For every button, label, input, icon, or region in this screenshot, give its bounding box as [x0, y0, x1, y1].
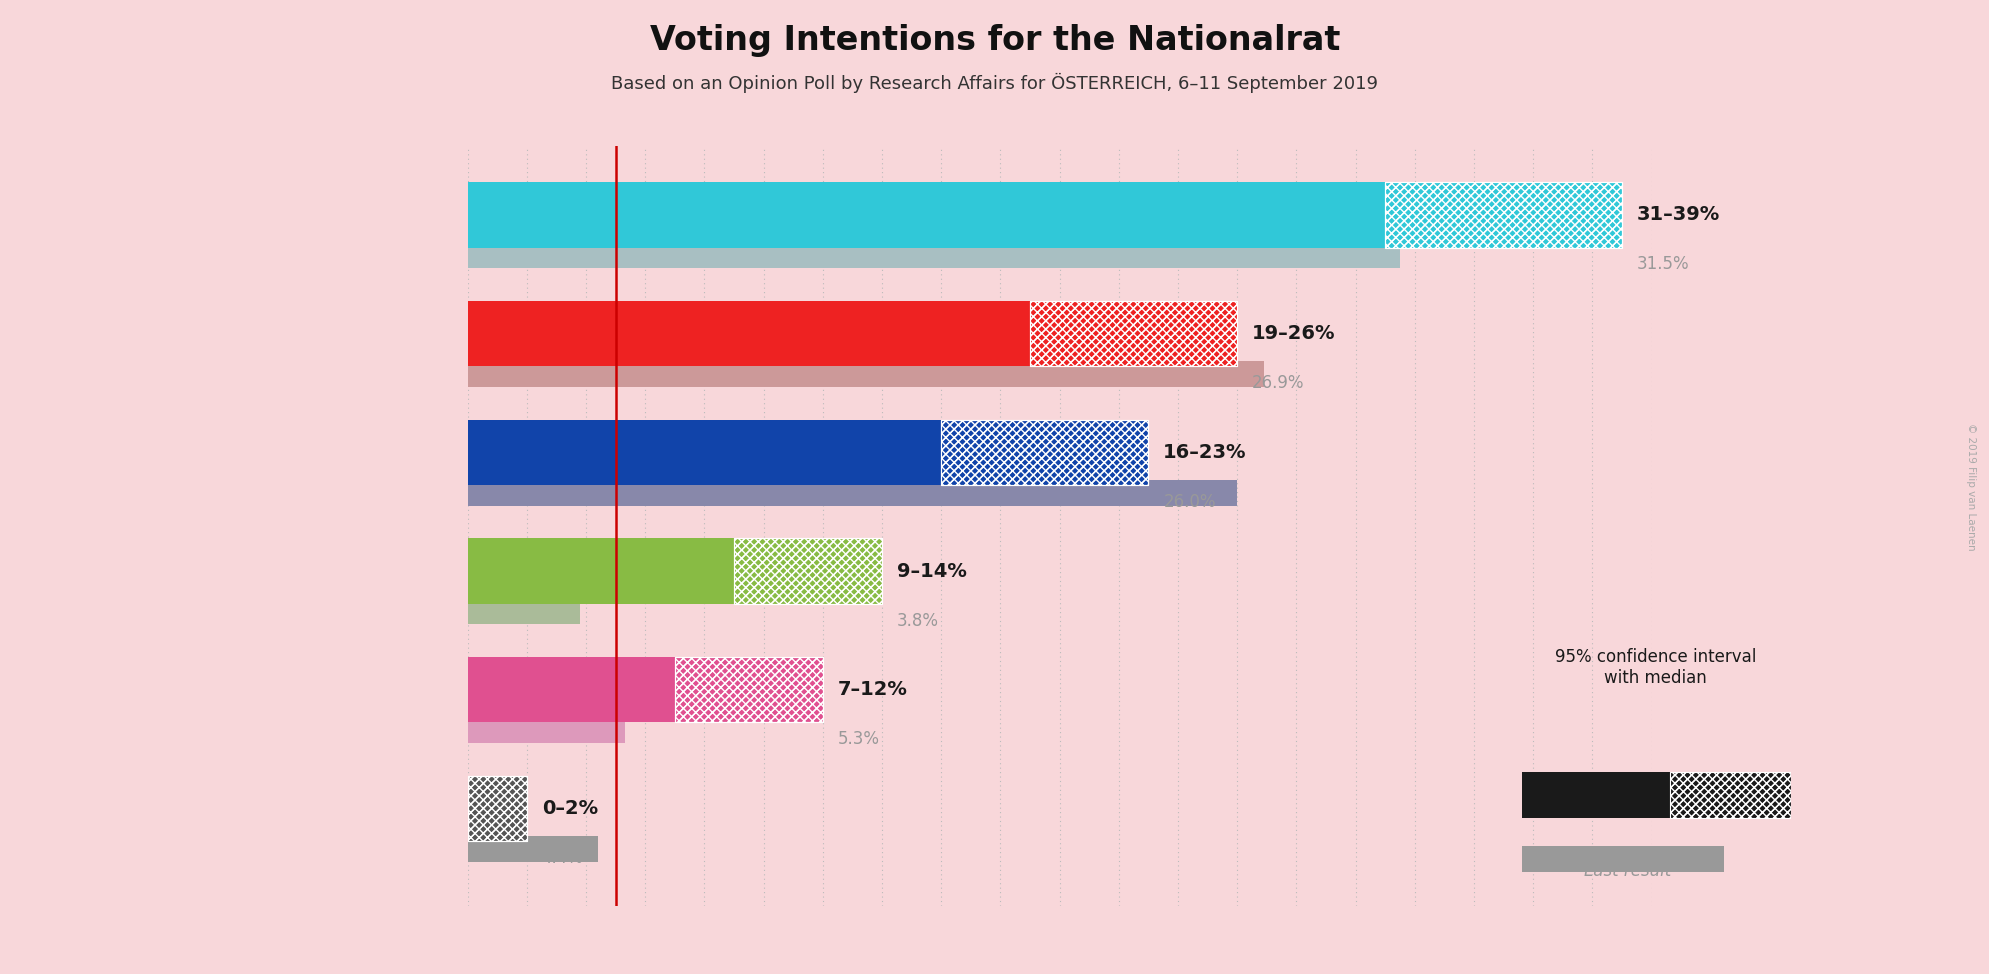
Text: 7–12%: 7–12% — [837, 680, 907, 699]
Text: 9–14%: 9–14% — [897, 562, 967, 581]
Bar — [467, 420, 941, 485]
Bar — [1384, 182, 1621, 247]
Bar — [467, 657, 674, 723]
Bar — [467, 598, 581, 624]
Text: 16–23%: 16–23% — [1164, 443, 1247, 462]
Text: 26.9%: 26.9% — [1251, 374, 1305, 393]
Bar — [467, 776, 527, 842]
Text: Voting Intentions for the Nationalrat: Voting Intentions for the Nationalrat — [650, 24, 1339, 57]
Bar — [734, 539, 881, 604]
Bar — [467, 836, 597, 862]
Bar — [941, 420, 1148, 485]
Bar — [1030, 301, 1237, 366]
Text: Last result: Last result — [1583, 862, 1671, 880]
Bar — [674, 657, 823, 723]
Bar — [734, 539, 881, 604]
Bar — [467, 776, 527, 842]
Bar — [467, 182, 1384, 247]
Text: Based on an Opinion Poll by Research Affairs for ÖSTERREICH, 6–11 September 2019: Based on an Opinion Poll by Research Aff… — [611, 73, 1378, 94]
Bar — [1669, 772, 1790, 818]
Bar — [1384, 182, 1621, 247]
Bar — [467, 539, 734, 604]
Text: 19–26%: 19–26% — [1251, 324, 1335, 343]
Text: 0–2%: 0–2% — [541, 799, 597, 818]
Bar — [1030, 301, 1237, 366]
Bar — [1522, 772, 1669, 818]
Bar — [467, 717, 625, 743]
Text: 5.3%: 5.3% — [837, 730, 879, 748]
Bar — [941, 420, 1148, 485]
Text: 26.0%: 26.0% — [1164, 493, 1215, 510]
Bar — [1669, 772, 1790, 818]
Bar — [674, 657, 823, 723]
Text: 95% confidence interval
with median: 95% confidence interval with median — [1553, 648, 1756, 687]
Bar — [467, 301, 1030, 366]
Bar — [467, 243, 1400, 269]
Text: 3.8%: 3.8% — [897, 612, 939, 629]
Bar — [734, 539, 881, 604]
Text: 4.4%: 4.4% — [541, 849, 583, 867]
Bar — [467, 479, 1237, 506]
Bar — [674, 657, 823, 723]
Bar — [467, 361, 1263, 387]
Bar — [1522, 846, 1722, 872]
Text: 31.5%: 31.5% — [1637, 255, 1689, 274]
Bar — [941, 420, 1148, 485]
Text: 31–39%: 31–39% — [1637, 206, 1718, 224]
Text: © 2019 Filip van Laenen: © 2019 Filip van Laenen — [1965, 423, 1975, 551]
Bar — [1384, 182, 1621, 247]
Bar — [1030, 301, 1237, 366]
Bar — [467, 776, 527, 842]
